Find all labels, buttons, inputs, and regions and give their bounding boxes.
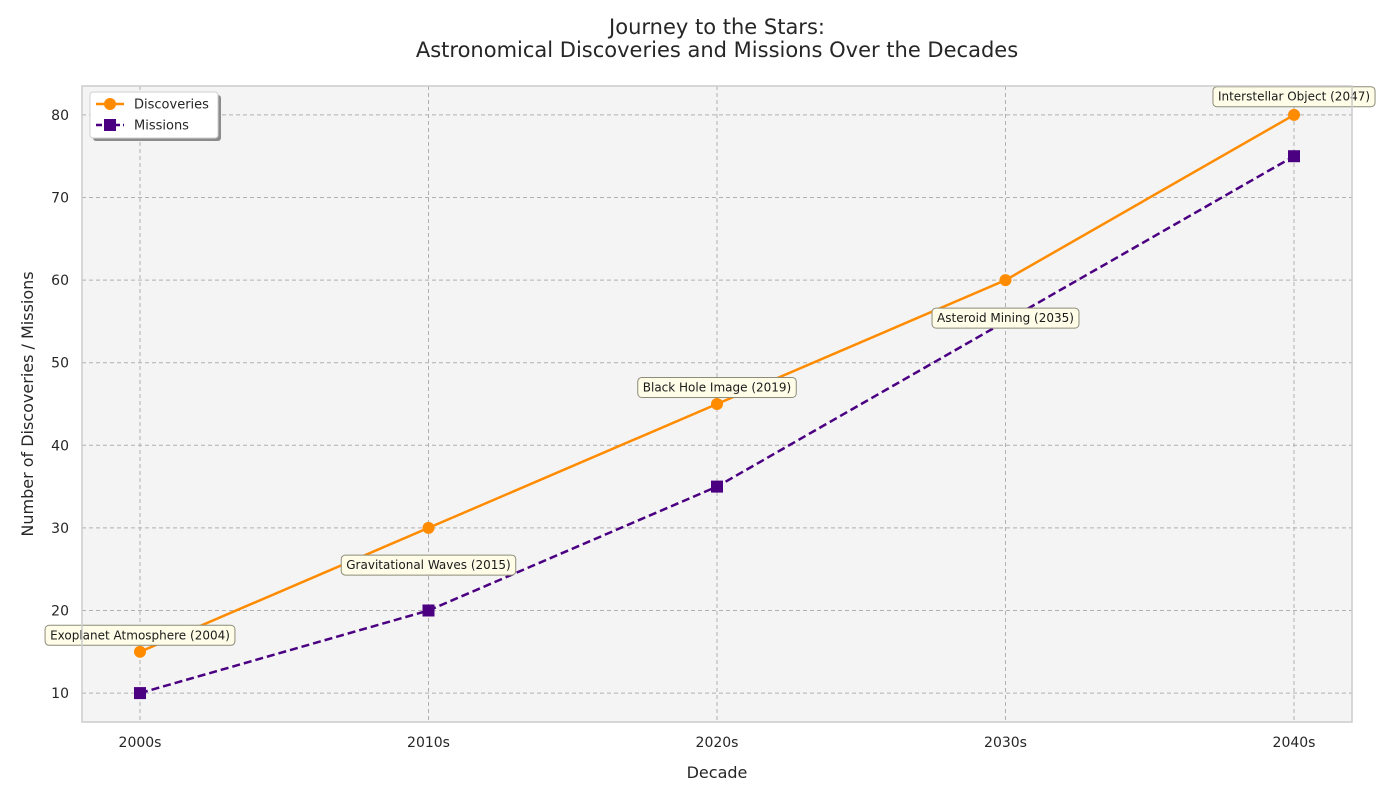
data-point-discoveries: [999, 274, 1012, 287]
legend-label: Missions: [134, 119, 189, 134]
y-tick-labels: 10 20 30 40 50 60 70 80: [51, 108, 69, 702]
annotation-text: Asteroid Mining (2035): [937, 311, 1074, 325]
annotations: Exoplanet Atmosphere (2004) Gravitational…: [44, 86, 1376, 646]
data-point-discoveries: [422, 521, 435, 534]
chart-title-line-2: Astronomical Discoveries and Missions Ov…: [416, 38, 1018, 62]
plot-frame: [81, 85, 1353, 723]
chart-title-line-1: Journey to the Stars:: [607, 15, 825, 39]
y-tick-label: 30: [51, 521, 69, 537]
annotation-label: Interstellar Object (2047): [1212, 86, 1376, 108]
legend: Discoveries Missions: [89, 91, 221, 141]
y-tick-label: 50: [51, 356, 69, 372]
annotation-label: Black Hole Image (2019): [637, 376, 797, 398]
y-tick-label: 20: [51, 603, 69, 619]
annotation-text: Black Hole Image (2019): [643, 380, 791, 394]
y-axis-label: Number of Discoveries / Missions: [18, 271, 37, 536]
x-tick-label: 2040s: [1273, 735, 1316, 751]
x-tick-labels: 2000s 2010s 2020s 2030s 2040s: [119, 735, 1316, 751]
y-tick-label: 80: [51, 108, 69, 124]
annotation-text: Gravitational Waves (2015): [346, 558, 510, 572]
annotation-label: Gravitational Waves (2015): [340, 554, 517, 576]
data-point-missions: [134, 687, 146, 700]
annotation-label: Exoplanet Atmosphere (2004): [44, 624, 236, 646]
annotation-box: [931, 307, 1080, 329]
y-tick-label: 40: [51, 438, 69, 454]
annotation-box: [637, 376, 797, 398]
annotation-box: [44, 624, 236, 646]
x-tick-label: 2030s: [984, 735, 1027, 751]
data-point-discoveries: [711, 398, 723, 410]
x-axis-label: Decade: [687, 763, 748, 782]
y-tick-label: 60: [51, 273, 69, 289]
annotation-text: Exoplanet Atmosphere (2004): [50, 628, 230, 642]
data-point-missions: [1288, 150, 1300, 163]
legend-marker-missions: [104, 119, 116, 131]
y-tick-label: 70: [51, 191, 69, 207]
data-point-missions: [711, 480, 723, 493]
x-tick-label: 2010s: [407, 735, 450, 751]
y-tick-label: 10: [51, 686, 69, 702]
annotation-text: Interstellar Object (2047): [1218, 90, 1370, 104]
data-point-discoveries: [1288, 108, 1300, 121]
x-tick-label: 2020s: [696, 735, 739, 751]
annotation-label: Asteroid Mining (2035): [931, 307, 1080, 329]
annotation-box: [340, 554, 517, 576]
series-lines: [134, 108, 1300, 700]
x-tick-label: 2000s: [119, 735, 162, 751]
data-point-missions: [422, 604, 435, 617]
legend-marker-discoveries: [104, 98, 116, 110]
data-point-discoveries: [134, 645, 146, 658]
legend-label: Discoveries: [134, 98, 209, 113]
